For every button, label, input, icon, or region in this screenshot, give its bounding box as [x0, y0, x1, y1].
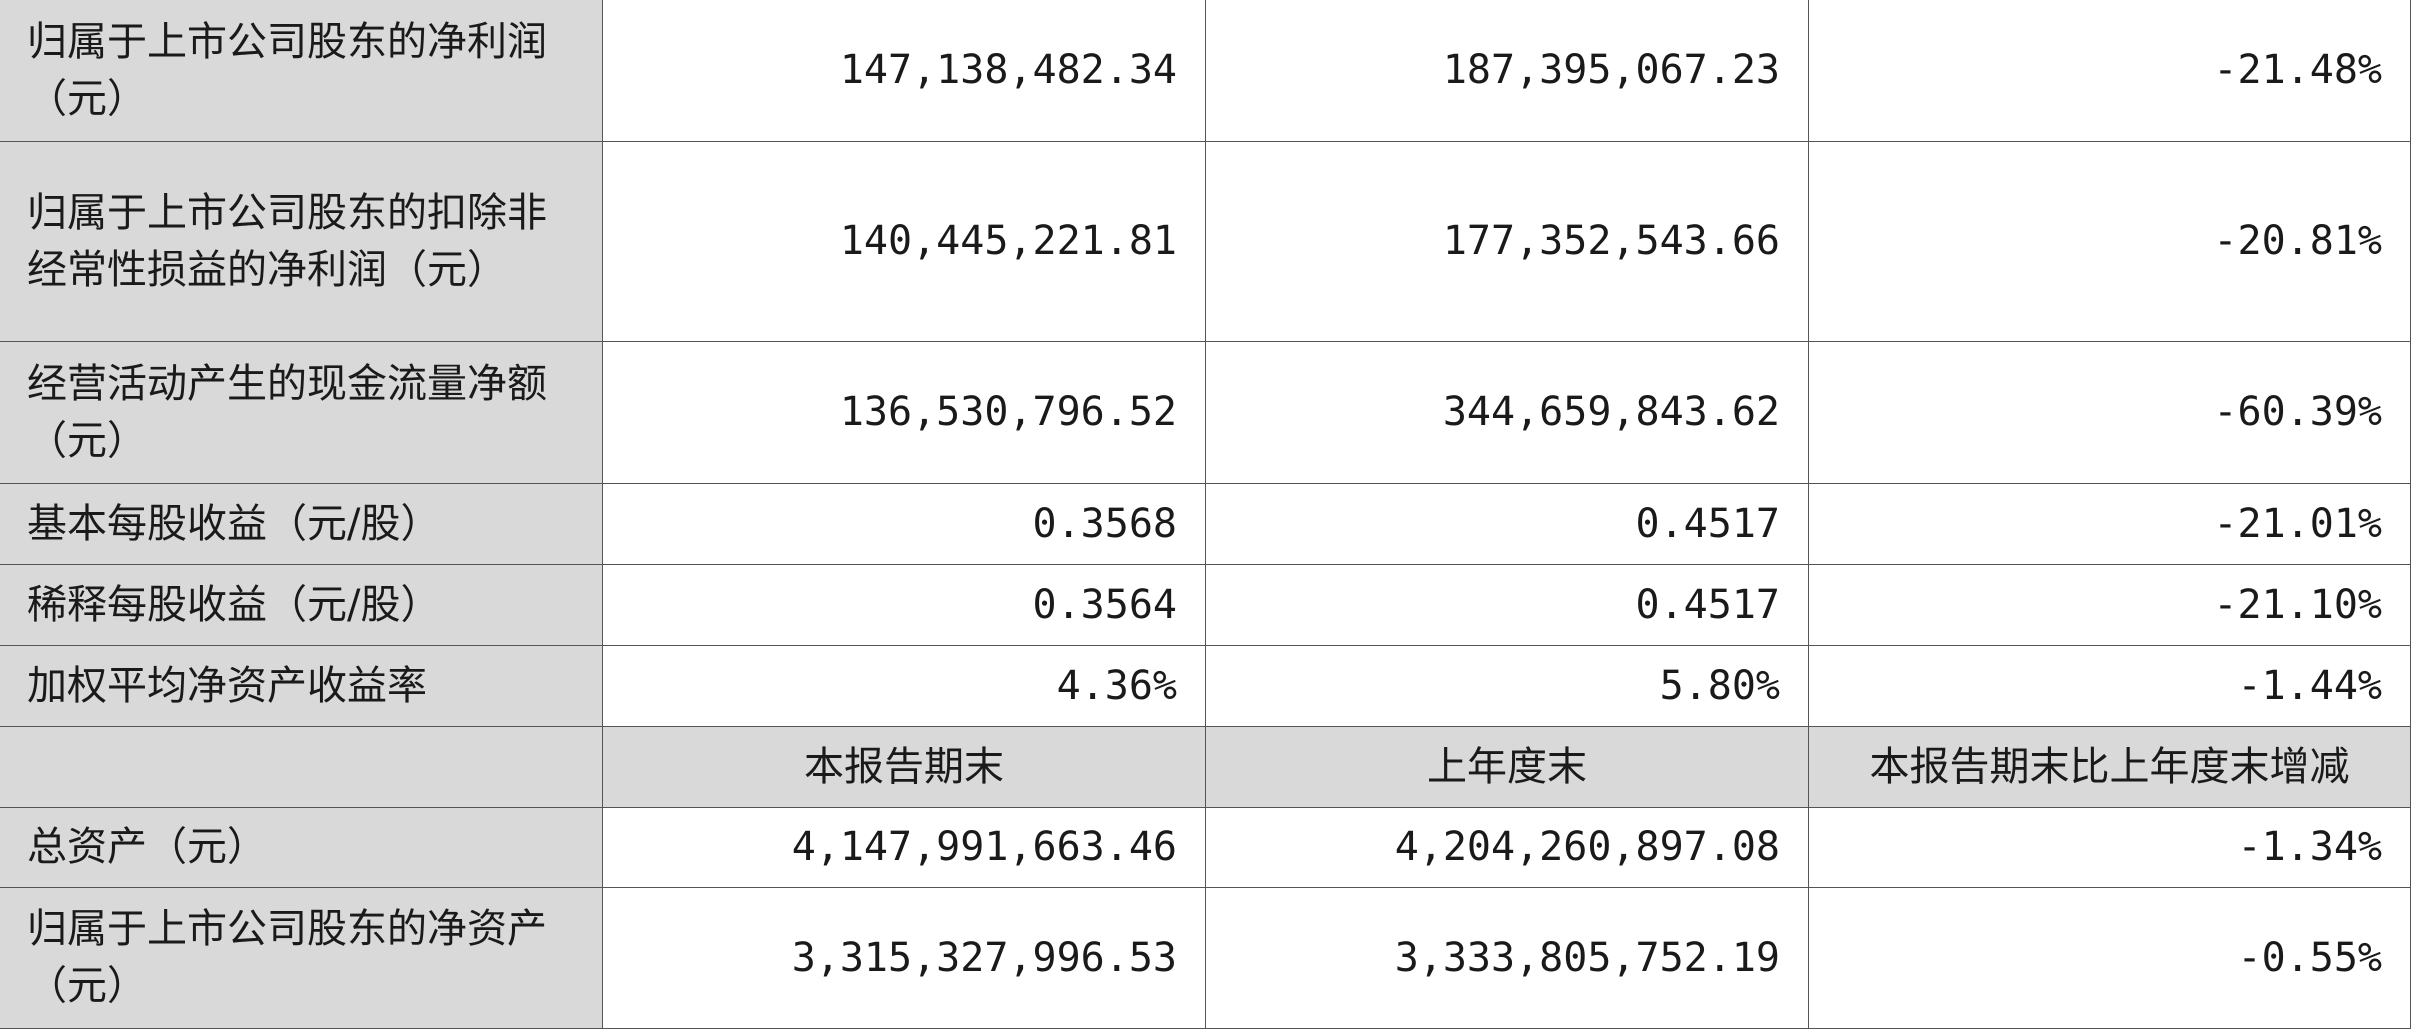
- sub-header-row: 本报告期末 上年度末 本报告期末比上年度末增减: [0, 726, 2411, 808]
- row-label-weighted-roe: 加权平均净资产收益率: [0, 645, 603, 727]
- change-value: -1.44%: [1808, 645, 2411, 727]
- row-label-diluted-eps: 稀释每股收益（元/股）: [0, 564, 603, 646]
- change-value: -21.01%: [1808, 483, 2411, 565]
- row-label-net-profit: 归属于上市公司股东的净利润（元）: [0, 0, 603, 142]
- previous-value: 0.4517: [1205, 564, 1809, 646]
- current-value: 0.3564: [602, 564, 1206, 646]
- sub-header-current-period-end: 本报告期末: [602, 726, 1206, 808]
- current-value: 0.3568: [602, 483, 1206, 565]
- change-value: -0.55%: [1808, 887, 2411, 1029]
- sub-header-change: 本报告期末比上年度末增减: [1808, 726, 2411, 808]
- previous-value: 4,204,260,897.08: [1205, 807, 1809, 888]
- table-row: 基本每股收益（元/股） 0.3568 0.4517 -21.01%: [0, 483, 2411, 565]
- change-value: -21.10%: [1808, 564, 2411, 646]
- current-value: 4,147,991,663.46: [602, 807, 1206, 888]
- previous-value: 177,352,543.66: [1205, 141, 1809, 342]
- current-value: 3,315,327,996.53: [602, 887, 1206, 1029]
- table-row: 总资产（元） 4,147,991,663.46 4,204,260,897.08…: [0, 807, 2411, 888]
- change-value: -20.81%: [1808, 141, 2411, 342]
- current-value: 140,445,221.81: [602, 141, 1206, 342]
- row-label-net-assets: 归属于上市公司股东的净资产（元）: [0, 887, 603, 1029]
- row-label-basic-eps: 基本每股收益（元/股）: [0, 483, 603, 565]
- current-value: 147,138,482.34: [602, 0, 1206, 142]
- table-row: 经营活动产生的现金流量净额（元） 136,530,796.52 344,659,…: [0, 341, 2411, 484]
- row-label-operating-cash-flow: 经营活动产生的现金流量净额（元）: [0, 341, 603, 484]
- table-row: 归属于上市公司股东的净利润（元） 147,138,482.34 187,395,…: [0, 0, 2411, 142]
- table-row: 归属于上市公司股东的净资产（元） 3,315,327,996.53 3,333,…: [0, 887, 2411, 1029]
- previous-value: 5.80%: [1205, 645, 1809, 727]
- change-value: -1.34%: [1808, 807, 2411, 888]
- previous-value: 187,395,067.23: [1205, 0, 1809, 142]
- table-row: 加权平均净资产收益率 4.36% 5.80% -1.44%: [0, 645, 2411, 727]
- table-row: 归属于上市公司股东的扣除非经常性损益的净利润（元） 140,445,221.81…: [0, 141, 2411, 342]
- previous-value: 344,659,843.62: [1205, 341, 1809, 484]
- previous-value: 0.4517: [1205, 483, 1809, 565]
- previous-value: 3,333,805,752.19: [1205, 887, 1809, 1029]
- sub-header-previous-year-end: 上年度末: [1205, 726, 1809, 808]
- change-value: -60.39%: [1808, 341, 2411, 484]
- sub-header-blank: [0, 726, 603, 808]
- table-row: 稀释每股收益（元/股） 0.3564 0.4517 -21.10%: [0, 564, 2411, 646]
- row-label-total-assets: 总资产（元）: [0, 807, 603, 888]
- row-label-net-profit-deducted: 归属于上市公司股东的扣除非经常性损益的净利润（元）: [0, 141, 603, 342]
- current-value: 136,530,796.52: [602, 341, 1206, 484]
- change-value: -21.48%: [1808, 0, 2411, 142]
- current-value: 4.36%: [602, 645, 1206, 727]
